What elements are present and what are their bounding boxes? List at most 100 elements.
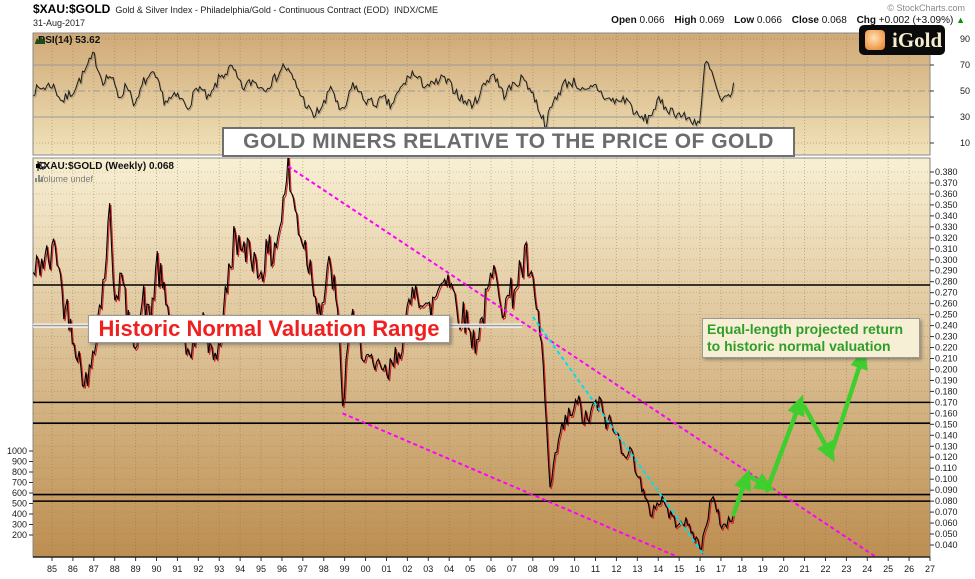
svg-text:10: 10: [570, 564, 580, 574]
svg-text:0.040: 0.040: [935, 540, 958, 550]
svg-text:0.110: 0.110: [935, 463, 957, 473]
svg-text:0.060: 0.060: [935, 518, 958, 528]
svg-text:300: 300: [12, 520, 27, 530]
svg-text:0.250: 0.250: [935, 310, 958, 320]
svg-text:0.210: 0.210: [935, 354, 958, 364]
svg-text:500: 500: [12, 499, 27, 509]
svg-text:25: 25: [883, 564, 893, 574]
svg-text:0.090: 0.090: [935, 485, 958, 495]
svg-text:23: 23: [841, 564, 851, 574]
svg-text:0.140: 0.140: [935, 430, 958, 440]
svg-text:03: 03: [423, 564, 433, 574]
svg-text:89: 89: [131, 564, 141, 574]
igold-logo-text: iGold: [892, 27, 943, 52]
high-value: 0.069: [699, 15, 725, 26]
svg-text:21: 21: [800, 564, 810, 574]
svg-text:900: 900: [12, 457, 27, 467]
svg-text:0.150: 0.150: [935, 419, 958, 429]
svg-text:18: 18: [737, 564, 747, 574]
svg-text:20: 20: [779, 564, 789, 574]
svg-text:0.240: 0.240: [935, 321, 958, 331]
volume-legend-label: Volume undef: [38, 174, 94, 184]
svg-text:0.180: 0.180: [935, 386, 958, 396]
svg-text:0.380: 0.380: [935, 167, 958, 177]
svg-text:90: 90: [960, 34, 970, 44]
low-label: Low: [734, 15, 755, 26]
svg-text:01: 01: [381, 564, 391, 574]
price-legend: $XAU:$GOLD (Weekly) 0.068: [35, 161, 174, 172]
svg-text:93: 93: [214, 564, 224, 574]
svg-text:96: 96: [277, 564, 287, 574]
svg-text:0.120: 0.120: [935, 452, 958, 462]
open-label: Open: [611, 15, 637, 26]
svg-text:0.350: 0.350: [935, 200, 958, 210]
svg-text:50: 50: [960, 86, 970, 96]
svg-text:0.190: 0.190: [935, 375, 958, 385]
rsi-legend: RSI(14) 53.62: [35, 35, 100, 46]
svg-text:0.130: 0.130: [935, 441, 958, 451]
svg-text:26: 26: [904, 564, 914, 574]
svg-text:11: 11: [591, 564, 600, 574]
copyright: © StockCharts.com: [887, 3, 965, 13]
rsi-legend-label: RSI(14) 53.62: [38, 35, 101, 46]
svg-text:98: 98: [319, 564, 329, 574]
chart-date: 31-Aug-2017: [33, 18, 86, 28]
svg-text:0.200: 0.200: [935, 364, 958, 374]
svg-text:0.220: 0.220: [935, 343, 958, 353]
svg-text:02: 02: [402, 564, 412, 574]
svg-text:90: 90: [152, 564, 162, 574]
svg-text:0.080: 0.080: [935, 496, 958, 506]
svg-text:0.230: 0.230: [935, 332, 958, 342]
price-legend-label: $XAU:$GOLD (Weekly) 0.068: [38, 161, 174, 172]
svg-text:400: 400: [12, 509, 27, 519]
svg-text:95: 95: [256, 564, 266, 574]
svg-text:19: 19: [758, 564, 768, 574]
svg-text:92: 92: [193, 564, 203, 574]
svg-text:200: 200: [12, 530, 27, 540]
quote-bar: Open 0.066 High 0.069 Low 0.066 Close 0.…: [604, 15, 965, 26]
svg-text:70: 70: [960, 60, 970, 70]
svg-text:0.360: 0.360: [935, 189, 958, 199]
svg-text:05: 05: [465, 564, 475, 574]
svg-text:0.170: 0.170: [935, 397, 958, 407]
svg-text:15: 15: [674, 564, 684, 574]
svg-text:0.050: 0.050: [935, 529, 958, 539]
chg-label: Chg: [856, 15, 877, 26]
chg-value: +0.002 (+3.09%): [878, 15, 954, 26]
svg-text:0.070: 0.070: [935, 507, 958, 517]
svg-text:22: 22: [820, 564, 830, 574]
svg-text:10: 10: [960, 138, 970, 148]
svg-text:0.340: 0.340: [935, 211, 958, 221]
svg-text:86: 86: [68, 564, 78, 574]
svg-text:27: 27: [925, 564, 935, 574]
svg-text:88: 88: [110, 564, 120, 574]
svg-text:0.290: 0.290: [935, 266, 958, 276]
projection-label: Equal-length projected return to histori…: [702, 318, 920, 358]
low-value: 0.066: [756, 15, 782, 26]
svg-text:0.100: 0.100: [935, 474, 958, 484]
symbol-ticker: $XAU:$GOLD: [33, 2, 111, 16]
svg-text:07: 07: [507, 564, 517, 574]
svg-text:800: 800: [12, 467, 27, 477]
volume-legend: Volume undef: [35, 174, 93, 184]
svg-text:0.300: 0.300: [935, 255, 958, 265]
chart-header: $XAU:$GOLD Gold & Silver Index - Philadel…: [33, 2, 438, 16]
chg-up-triangle-icon: ▲: [956, 15, 965, 25]
svg-text:85: 85: [47, 564, 57, 574]
svg-text:0.330: 0.330: [935, 222, 958, 232]
valuation-range-label: Historic Normal Valuation Range: [88, 315, 450, 343]
banner-title: GOLD MINERS RELATIVE TO THE PRICE OF GOL…: [222, 127, 795, 157]
close-value: 0.068: [821, 15, 847, 26]
svg-text:12: 12: [611, 564, 621, 574]
svg-text:00: 00: [361, 564, 371, 574]
svg-text:24: 24: [862, 564, 872, 574]
svg-text:700: 700: [12, 478, 27, 488]
svg-text:0.260: 0.260: [935, 299, 958, 309]
svg-text:87: 87: [89, 564, 99, 574]
svg-text:0.270: 0.270: [935, 288, 958, 298]
close-label: Close: [791, 15, 819, 26]
svg-text:600: 600: [12, 488, 27, 498]
igold-logo-icon: [865, 30, 885, 50]
